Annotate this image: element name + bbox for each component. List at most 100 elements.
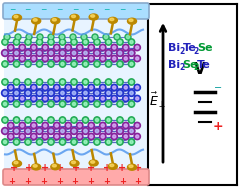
Circle shape — [38, 140, 41, 144]
Circle shape — [25, 139, 31, 145]
Circle shape — [82, 117, 89, 123]
Circle shape — [65, 44, 72, 51]
Text: −: − — [214, 83, 222, 93]
Circle shape — [65, 122, 72, 129]
Circle shape — [26, 91, 30, 95]
Circle shape — [26, 40, 30, 44]
Circle shape — [3, 102, 6, 106]
Circle shape — [15, 51, 18, 55]
Circle shape — [42, 55, 48, 62]
Circle shape — [61, 102, 64, 106]
Circle shape — [19, 55, 25, 62]
Text: +: + — [8, 177, 16, 185]
Circle shape — [71, 139, 77, 145]
Circle shape — [36, 79, 43, 85]
Circle shape — [113, 57, 116, 60]
Text: +: + — [119, 177, 126, 185]
Circle shape — [13, 39, 20, 45]
Circle shape — [115, 35, 119, 39]
Circle shape — [65, 95, 72, 102]
Ellipse shape — [127, 18, 137, 24]
Circle shape — [113, 86, 116, 89]
Circle shape — [130, 140, 133, 144]
Text: +: + — [56, 163, 65, 173]
Circle shape — [118, 118, 122, 122]
Text: −: − — [56, 5, 62, 15]
Circle shape — [25, 101, 31, 107]
Circle shape — [101, 135, 104, 138]
Circle shape — [15, 80, 18, 84]
Circle shape — [118, 51, 122, 55]
Circle shape — [117, 61, 123, 67]
Circle shape — [24, 50, 31, 57]
Circle shape — [113, 97, 116, 100]
Circle shape — [88, 133, 95, 140]
Ellipse shape — [52, 164, 56, 167]
Circle shape — [32, 97, 35, 100]
Circle shape — [25, 79, 31, 85]
Circle shape — [118, 80, 122, 84]
Circle shape — [78, 124, 81, 127]
Circle shape — [21, 57, 24, 60]
Circle shape — [60, 35, 64, 39]
Circle shape — [117, 101, 123, 107]
Circle shape — [90, 57, 93, 60]
Circle shape — [1, 128, 8, 135]
Circle shape — [111, 84, 117, 91]
Circle shape — [49, 40, 53, 44]
Circle shape — [49, 91, 53, 95]
Circle shape — [54, 55, 60, 62]
Circle shape — [116, 90, 124, 97]
Circle shape — [15, 118, 18, 122]
Circle shape — [78, 86, 81, 89]
Text: $\vec{E}_{\perp}$: $\vec{E}_{\perp}$ — [149, 90, 167, 110]
Circle shape — [72, 80, 76, 84]
Text: +: + — [118, 163, 126, 173]
Circle shape — [94, 39, 100, 45]
Circle shape — [113, 46, 116, 49]
Circle shape — [77, 84, 83, 91]
Text: Te: Te — [197, 60, 211, 70]
Ellipse shape — [32, 18, 41, 24]
Circle shape — [72, 102, 76, 106]
Circle shape — [72, 51, 76, 55]
Circle shape — [59, 139, 66, 145]
Circle shape — [26, 62, 30, 66]
Circle shape — [136, 86, 139, 89]
Circle shape — [54, 133, 60, 140]
Circle shape — [48, 34, 54, 40]
Circle shape — [19, 44, 25, 51]
Circle shape — [71, 50, 78, 57]
Circle shape — [21, 86, 24, 89]
Circle shape — [111, 133, 117, 140]
Circle shape — [107, 62, 110, 66]
Circle shape — [13, 79, 20, 85]
Circle shape — [96, 140, 99, 144]
Ellipse shape — [89, 160, 98, 166]
Circle shape — [123, 95, 129, 102]
Ellipse shape — [14, 15, 18, 18]
Circle shape — [3, 40, 6, 44]
Circle shape — [59, 50, 66, 57]
Circle shape — [123, 44, 129, 51]
Circle shape — [96, 118, 99, 122]
Circle shape — [101, 46, 104, 49]
Circle shape — [42, 122, 48, 129]
Circle shape — [48, 101, 54, 107]
Circle shape — [116, 50, 124, 57]
Circle shape — [3, 118, 6, 122]
Circle shape — [94, 90, 101, 97]
Circle shape — [105, 50, 112, 57]
Circle shape — [77, 55, 83, 62]
Circle shape — [77, 44, 83, 51]
Circle shape — [38, 102, 41, 106]
Text: +: + — [103, 163, 111, 173]
Text: 2: 2 — [179, 46, 184, 56]
Circle shape — [25, 39, 31, 45]
Circle shape — [71, 61, 77, 67]
Circle shape — [13, 50, 20, 57]
Circle shape — [84, 51, 87, 55]
Circle shape — [7, 133, 14, 140]
Circle shape — [9, 86, 12, 89]
Circle shape — [49, 35, 53, 39]
